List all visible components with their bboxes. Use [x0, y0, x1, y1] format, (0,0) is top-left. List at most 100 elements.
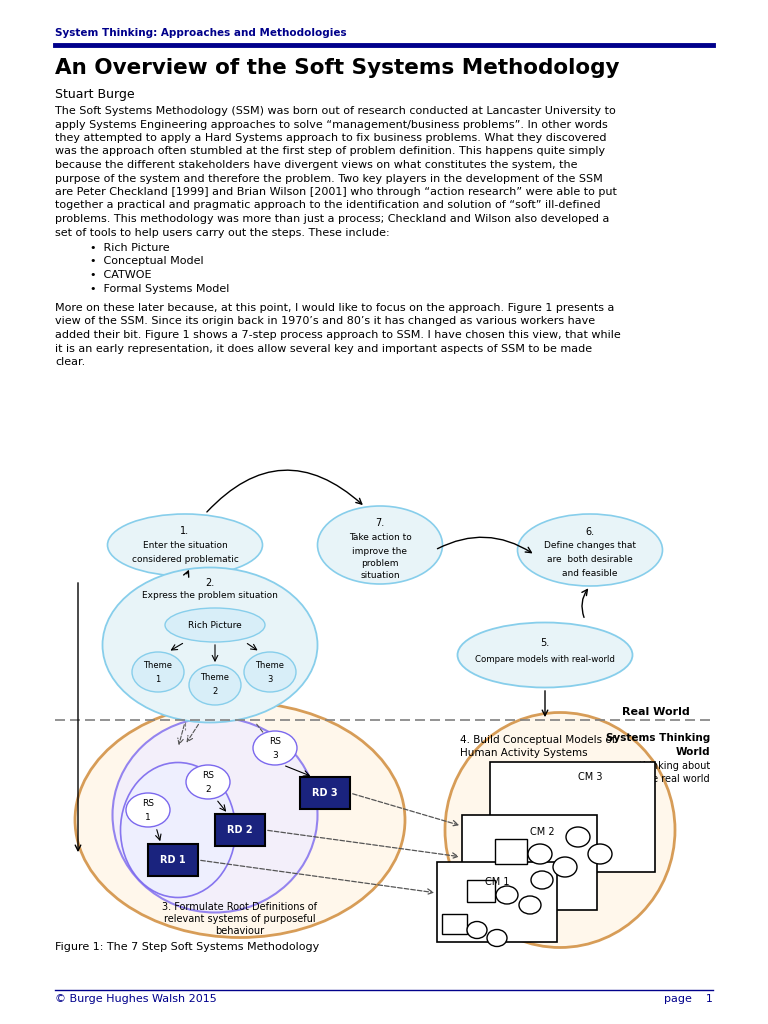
- Text: Theme: Theme: [144, 660, 173, 670]
- Bar: [300, 777, 350, 809]
- Text: 1: 1: [155, 675, 161, 683]
- Text: are  both desirable: are both desirable: [547, 555, 633, 564]
- Text: situation: situation: [360, 571, 400, 581]
- Ellipse shape: [528, 844, 552, 864]
- Text: •  Formal Systems Model: • Formal Systems Model: [90, 284, 230, 294]
- Text: problem: problem: [361, 559, 399, 568]
- Text: page    1: page 1: [664, 994, 713, 1004]
- Text: behaviour: behaviour: [216, 926, 264, 936]
- Text: was the approach often stumbled at the first step of problem definition. This ha: was the approach often stumbled at the f…: [55, 146, 605, 157]
- Bar: [437, 862, 557, 942]
- Bar: [495, 839, 527, 864]
- Text: Figure 1: The 7 Step Soft Systems Methodology: Figure 1: The 7 Step Soft Systems Method…: [55, 942, 319, 952]
- Text: Theme: Theme: [200, 674, 230, 683]
- Bar: [148, 844, 198, 876]
- Text: are Peter Checkland [1999] and Brian Wilson [2001] who through “action research”: are Peter Checkland [1999] and Brian Wil…: [55, 187, 617, 197]
- Text: Define changes that: Define changes that: [544, 542, 636, 551]
- Text: relevant systems of purposeful: relevant systems of purposeful: [164, 914, 316, 924]
- Text: 1.: 1.: [180, 526, 190, 536]
- Text: More on these later because, at this point, I would like to focus on the approac: More on these later because, at this poi…: [55, 303, 614, 313]
- Ellipse shape: [121, 763, 236, 897]
- Ellipse shape: [132, 652, 184, 692]
- Text: 1: 1: [145, 812, 151, 821]
- Text: 2: 2: [213, 687, 217, 696]
- Ellipse shape: [496, 886, 518, 904]
- Text: 2.: 2.: [205, 578, 214, 588]
- Text: The Soft Systems Methodology (SSM) was born out of research conducted at Lancast: The Soft Systems Methodology (SSM) was b…: [55, 106, 616, 116]
- Text: it is an early representation, it does allow several key and important aspects o: it is an early representation, it does a…: [55, 343, 592, 353]
- Text: Rich Picture: Rich Picture: [188, 621, 242, 630]
- Ellipse shape: [518, 514, 663, 586]
- Ellipse shape: [553, 857, 577, 877]
- Text: © Burge Hughes Walsh 2015: © Burge Hughes Walsh 2015: [55, 994, 217, 1004]
- Text: CM 3: CM 3: [578, 772, 602, 782]
- Bar: [467, 880, 495, 902]
- Ellipse shape: [467, 922, 487, 939]
- Text: together a practical and pragmatic approach to the identification and solution o: together a practical and pragmatic appro…: [55, 201, 601, 211]
- Text: RS: RS: [269, 737, 281, 746]
- Text: 2: 2: [205, 784, 210, 794]
- Text: problems. This methodology was more than just a process; Checkland and Wilson al: problems. This methodology was more than…: [55, 214, 609, 224]
- Text: RS: RS: [202, 771, 214, 780]
- Ellipse shape: [244, 652, 296, 692]
- Text: view of the SSM. Since its origin back in 1970’s and 80’s it has changed as vari: view of the SSM. Since its origin back i…: [55, 316, 595, 327]
- Text: Take action to: Take action to: [349, 532, 412, 542]
- Ellipse shape: [531, 871, 553, 889]
- Ellipse shape: [108, 514, 263, 575]
- Ellipse shape: [588, 844, 612, 864]
- Ellipse shape: [75, 702, 405, 938]
- Text: improve the: improve the: [353, 547, 408, 555]
- Text: Express the problem situation: Express the problem situation: [142, 591, 278, 599]
- Text: because the different stakeholders have divergent views on what constitutes the : because the different stakeholders have …: [55, 160, 578, 170]
- Text: Theme: Theme: [256, 660, 284, 670]
- Text: added their bit. Figure 1 shows a 7-step process approach to SSM. I have chosen : added their bit. Figure 1 shows a 7-step…: [55, 330, 621, 340]
- Text: 5.: 5.: [541, 638, 550, 648]
- Text: Compare models with real-world: Compare models with real-world: [475, 655, 615, 665]
- Bar: [442, 914, 467, 934]
- Text: RD 2: RD 2: [227, 825, 253, 835]
- Ellipse shape: [458, 623, 633, 687]
- Text: 7.: 7.: [376, 518, 385, 528]
- Text: Real World: Real World: [622, 707, 690, 717]
- Text: and feasible: and feasible: [562, 568, 617, 578]
- Ellipse shape: [112, 718, 317, 912]
- Ellipse shape: [566, 827, 590, 847]
- Text: 4. Build Conceptual Models of: 4. Build Conceptual Models of: [460, 735, 615, 745]
- Text: Enter the situation: Enter the situation: [143, 542, 227, 551]
- Ellipse shape: [126, 793, 170, 827]
- Ellipse shape: [165, 608, 265, 642]
- Text: •  Conceptual Model: • Conceptual Model: [90, 256, 204, 266]
- Text: CM 2: CM 2: [530, 827, 554, 837]
- Text: Human Activity Systems: Human Activity Systems: [460, 748, 588, 758]
- Text: RD 1: RD 1: [161, 855, 186, 865]
- Ellipse shape: [102, 567, 317, 723]
- Ellipse shape: [519, 896, 541, 914]
- Ellipse shape: [189, 665, 241, 705]
- Text: considered problematic: considered problematic: [131, 555, 238, 563]
- Text: thinking about: thinking about: [639, 761, 710, 771]
- Text: Stuart Burge: Stuart Burge: [55, 88, 134, 101]
- Bar: [490, 762, 655, 872]
- Text: Systems Thinking: Systems Thinking: [606, 733, 710, 743]
- Bar: [215, 814, 265, 846]
- Text: apply Systems Engineering approaches to solve “management/business problems”. In: apply Systems Engineering approaches to …: [55, 120, 607, 129]
- Text: set of tools to help users carry out the steps. These include:: set of tools to help users carry out the…: [55, 227, 389, 238]
- Text: RD 3: RD 3: [312, 788, 338, 798]
- Text: •  Rich Picture: • Rich Picture: [90, 243, 170, 253]
- Text: •  CATWOE: • CATWOE: [90, 270, 151, 280]
- Text: An Overview of the Soft Systems Methodology: An Overview of the Soft Systems Methodol…: [55, 58, 620, 78]
- Text: they attempted to apply a Hard Systems approach to fix business problems. What t: they attempted to apply a Hard Systems a…: [55, 133, 607, 143]
- Text: 3. Formulate Root Definitions of: 3. Formulate Root Definitions of: [163, 902, 317, 912]
- Ellipse shape: [186, 765, 230, 799]
- Text: RS: RS: [142, 800, 154, 809]
- Ellipse shape: [317, 506, 442, 584]
- Text: the real world: the real world: [642, 774, 710, 784]
- Text: 6.: 6.: [585, 527, 594, 537]
- Text: 3: 3: [267, 675, 273, 683]
- Text: CM 1: CM 1: [485, 877, 509, 887]
- Text: System Thinking: Approaches and Methodologies: System Thinking: Approaches and Methodol…: [55, 28, 346, 38]
- Text: World: World: [675, 746, 710, 757]
- Ellipse shape: [253, 731, 297, 765]
- Text: clear.: clear.: [55, 357, 85, 367]
- Ellipse shape: [445, 713, 675, 947]
